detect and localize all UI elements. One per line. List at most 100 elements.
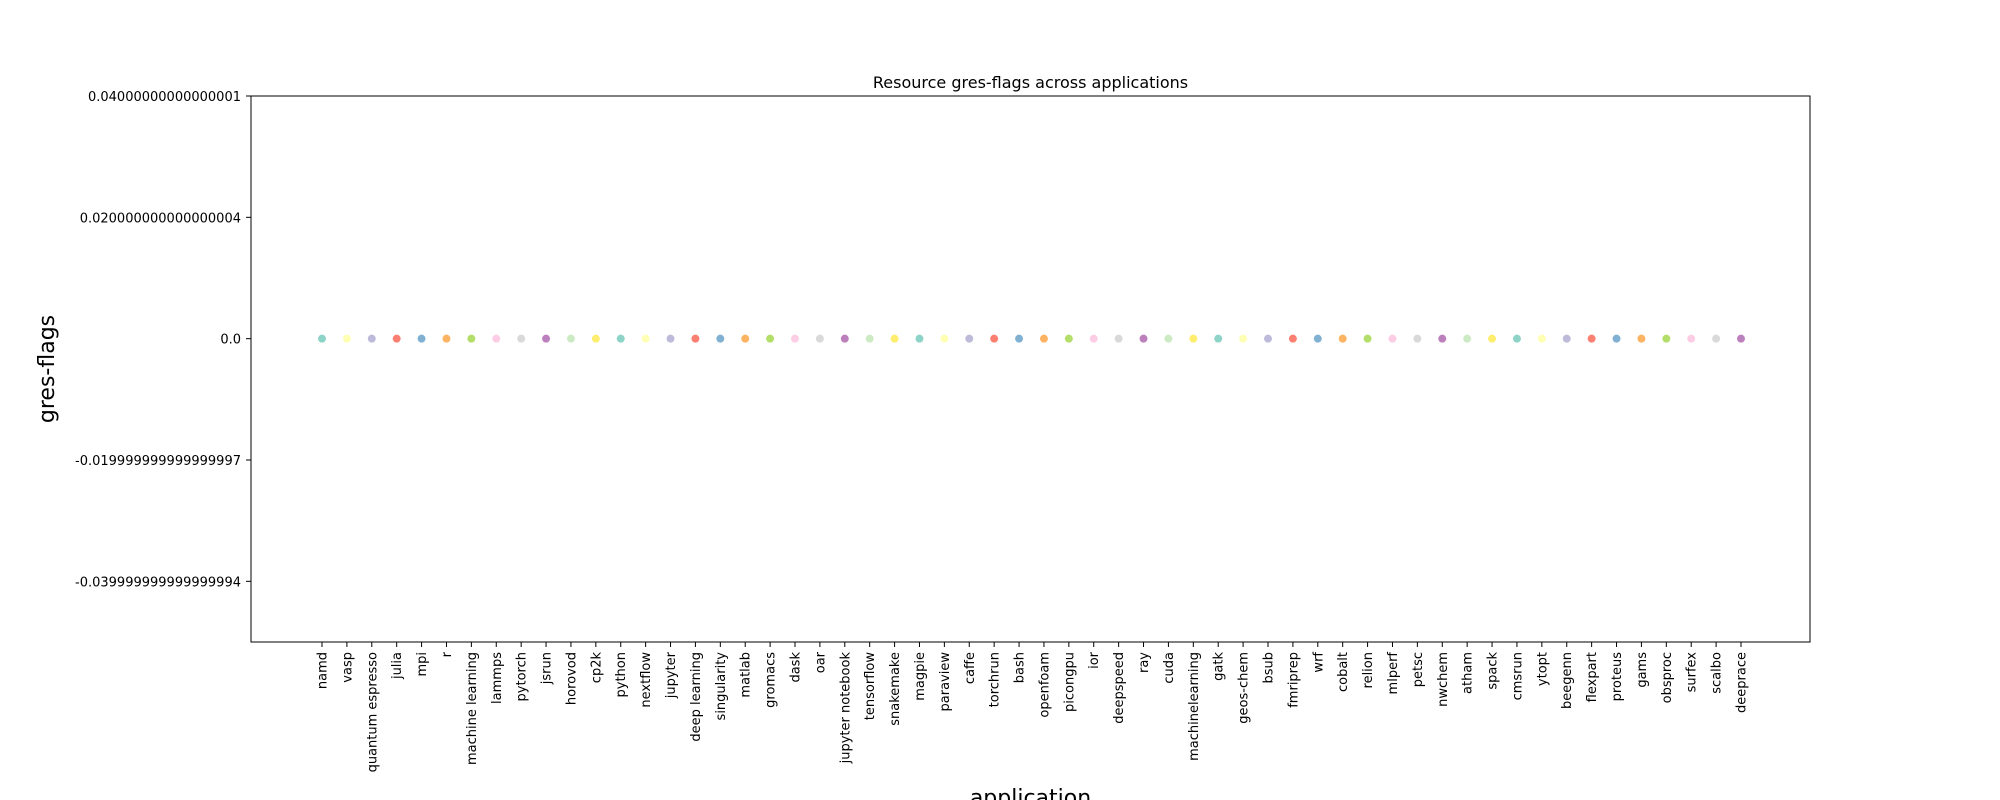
x-tick-label: machinelearning [1187,652,1202,761]
data-point [741,334,750,343]
x-tick-label: picongpu [1062,652,1077,712]
data-point [766,334,775,343]
data-point [1313,334,1322,343]
x-tick-label: mlperf [1386,652,1401,695]
data-point [1388,334,1397,343]
x-tick-label: cobalt [1336,652,1351,692]
x-tick-label: ior [1087,651,1102,669]
data-point [965,334,974,343]
x-tick-label: jupyter notebook [838,652,853,765]
x-tick-label: lammps [490,652,505,704]
x-axis-ticks: namd vasp quantum espresso julia mpi r machine… [316,642,1750,772]
x-tick-label: quantum espresso [365,652,380,772]
data-point [616,334,625,343]
data-point [1164,334,1173,343]
x-tick-label: bash [1013,652,1028,683]
data-point [1687,334,1696,343]
data-point [318,334,326,343]
data-point [1662,334,1671,343]
x-tick-label: cp2k [589,652,604,684]
data-point [915,334,924,343]
x-tick-label: surfex [1685,652,1700,693]
x-tick-label: flexpart [1585,652,1600,702]
data-point [1089,334,1098,343]
x-tick-label: wrf [1311,652,1326,673]
x-tick-label: machine learning [465,652,480,765]
data-point [716,334,725,343]
x-tick-label: ytopt [1535,652,1550,686]
data-point [1512,334,1521,343]
x-tick-label: atham [1461,652,1476,694]
x-tick-label: deep learning [689,652,704,742]
data-point [1039,334,1048,343]
x-tick-label: geos-chem [1237,652,1252,724]
data-point [1712,334,1721,343]
data-point [367,334,376,343]
x-tick-label: jupyter [664,651,679,699]
x-tick-label: obsproc [1660,652,1675,703]
data-point [1064,334,1073,343]
x-tick-label: pytorch [515,652,530,701]
data-point [1612,334,1621,343]
data-point [392,334,401,343]
x-tick-label: matlab [739,652,754,698]
x-tick-label: gams [1635,652,1650,688]
x-tick-label: cmsrun [1510,652,1525,700]
y-tick-label: 0.0 [220,333,241,348]
x-tick-label: nextflow [639,652,654,708]
data-point [1214,334,1223,343]
data-point [591,334,600,343]
x-tick-label: petsc [1411,652,1426,687]
y-axis-label: gres-flags [35,315,60,423]
y-tick-label: 0.020000000000000004 [80,211,241,226]
x-tick-label: singularity [714,652,729,721]
data-point [666,334,675,343]
x-tick-label: deeprace [1735,652,1750,713]
y-axis-ticks: 0.04000000000000001 0.020000000000000004 0… [75,90,251,590]
y-tick-label: -0.039999999999999994 [75,575,241,590]
plot-area [250,95,1811,643]
x-tick-label: jsrun [540,652,555,685]
x-tick-label: tensorflow [863,652,878,721]
x-tick-label: gatk [1212,652,1227,681]
x-tick-label: vasp [340,652,355,683]
x-tick-label: julia [390,652,405,680]
x-tick-label: paraview [938,652,953,712]
x-tick-label: snakemake [888,652,903,726]
data-point [1114,334,1123,343]
data-point [342,334,351,343]
data-point [517,334,526,343]
data-point [1413,334,1422,343]
chart-title: Resource gres-flags across applications [873,73,1188,92]
data-point [1537,334,1546,343]
x-tick-label: cuda [1162,652,1177,684]
x-tick-label: scalbo [1710,652,1725,694]
x-tick-label: proteus [1610,652,1625,702]
x-tick-label: spack [1486,652,1501,690]
data-point [1587,334,1596,343]
data-point [1139,334,1148,343]
data-point [1737,334,1745,343]
data-point [566,334,575,343]
data-point [890,334,899,343]
x-tick-label: horovod [564,652,579,705]
x-axis-label: application [970,786,1091,800]
data-point [1562,334,1571,343]
y-tick-label: -0.019999999999999997 [75,454,241,469]
data-point [492,334,501,343]
x-tick-label: r [440,651,455,657]
data-point [1463,334,1472,343]
x-tick-label: ray [1137,652,1152,673]
data-point [467,334,476,343]
data-points [318,334,1745,343]
data-point [691,334,700,343]
data-point [1488,334,1497,343]
data-point [442,334,451,343]
data-point [1015,334,1024,343]
data-point [1239,334,1248,343]
x-tick-label: dask [789,652,804,683]
data-point [1363,334,1372,343]
y-tick-label: 0.04000000000000001 [88,90,241,105]
x-tick-label: beegenn [1560,652,1575,709]
